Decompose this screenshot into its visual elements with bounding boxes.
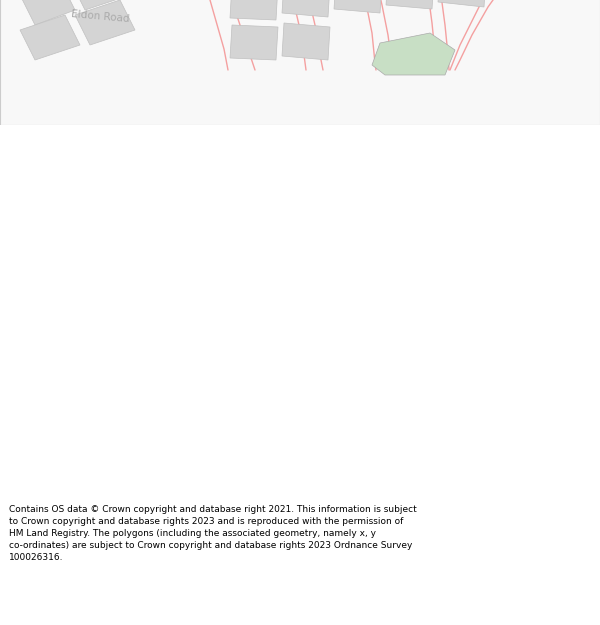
- Text: Eldon Road: Eldon Road: [70, 9, 130, 24]
- Polygon shape: [438, 0, 486, 7]
- Polygon shape: [230, 0, 278, 20]
- Text: Map shows position and indicative extent of the property.: Map shows position and indicative extent…: [130, 35, 470, 48]
- Polygon shape: [372, 33, 455, 75]
- Polygon shape: [282, 0, 330, 17]
- Polygon shape: [20, 0, 75, 25]
- Polygon shape: [386, 0, 434, 9]
- Polygon shape: [20, 15, 80, 60]
- Polygon shape: [334, 0, 382, 13]
- Polygon shape: [282, 23, 330, 60]
- Polygon shape: [70, 0, 130, 10]
- Text: 14, ELDON ROAD, BOURNEMOUTH, BH9 2RT: 14, ELDON ROAD, BOURNEMOUTH, BH9 2RT: [103, 6, 497, 21]
- Polygon shape: [75, 0, 135, 45]
- Polygon shape: [230, 25, 278, 60]
- Text: Contains OS data © Crown copyright and database right 2021. This information is : Contains OS data © Crown copyright and d…: [9, 506, 417, 562]
